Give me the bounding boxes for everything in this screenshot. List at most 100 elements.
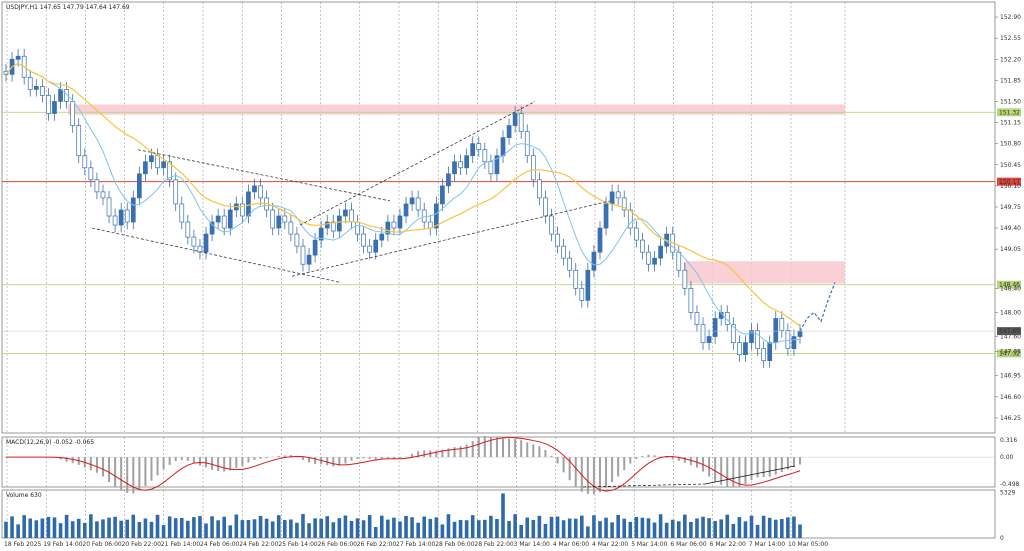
candle-body	[124, 209, 130, 223]
level-price-tag	[997, 177, 1021, 186]
candle-body	[743, 342, 748, 355]
candle-body	[64, 89, 69, 102]
candle-body	[191, 236, 197, 247]
x-tick-label: 10 Mar 05:00	[788, 541, 828, 548]
candle-body	[161, 161, 166, 169]
candle-body	[464, 155, 469, 169]
volume-bar	[52, 517, 57, 538]
volume-bar	[101, 519, 105, 538]
candle-body	[415, 197, 421, 211]
price-panel-frame	[1, 1, 996, 434]
volume-bar	[22, 515, 26, 538]
candle-body	[373, 239, 379, 253]
macd-panel-frame	[1, 436, 996, 488]
volume-bar	[422, 516, 427, 538]
volume-bar	[319, 518, 323, 538]
volume-bar	[701, 516, 705, 538]
price-tick-label: 151.85	[1000, 77, 1021, 84]
volume-bar	[652, 522, 657, 538]
volume-bar	[519, 524, 523, 538]
candle-body	[246, 191, 251, 217]
supply-zone	[684, 261, 845, 284]
candle-body	[397, 215, 403, 229]
x-tick-label: 7 Mar 14:00	[749, 541, 785, 548]
x-tick-label: 20 Feb 06:00	[82, 541, 122, 548]
volume-bar	[398, 521, 402, 538]
volume-bar	[446, 514, 451, 538]
volume-bar	[16, 524, 20, 538]
volume-bar	[331, 522, 336, 538]
level-price-tag	[997, 349, 1021, 358]
candle-body	[70, 101, 76, 126]
volume-bar	[264, 518, 269, 538]
volume-bar	[689, 521, 693, 538]
candle-body	[791, 336, 797, 349]
symbol-header: USDJPY,H1 147.65 147.79 147.64 147.69	[6, 4, 130, 11]
candle-body	[682, 269, 688, 289]
volume-bar	[586, 526, 590, 538]
divergence-line	[582, 483, 706, 488]
volume-bar	[4, 521, 8, 538]
x-tick-label: 4 Mar 06:00	[553, 541, 589, 548]
supply-zone	[68, 104, 845, 115]
candle-body	[240, 203, 245, 217]
volume-bar	[161, 525, 166, 538]
volume-bar	[10, 516, 14, 538]
candle-body	[312, 239, 318, 256]
candle-body	[343, 209, 348, 217]
candle-body	[785, 330, 791, 349]
price-tick-label: 150.80	[1000, 141, 1021, 148]
volume-bar	[301, 514, 305, 538]
candle-body	[27, 76, 33, 90]
x-tick-label: 6 Mar 06:00	[670, 541, 706, 548]
candle-body	[58, 89, 63, 102]
candle-body	[676, 251, 682, 271]
candle-body	[646, 251, 651, 265]
volume-bar	[664, 522, 669, 538]
candle-body	[197, 245, 203, 253]
candle-body	[276, 215, 282, 229]
x-tick-label: 20 Feb 22:00	[122, 541, 162, 548]
candle-body	[15, 55, 21, 60]
price-tick-label: 149.75	[1000, 204, 1021, 211]
x-tick-label: 4 Mar 22:00	[592, 541, 628, 548]
volume-bar	[234, 514, 239, 538]
volume-bar	[622, 518, 627, 538]
volume-bar	[755, 524, 760, 538]
volume-bar	[452, 521, 457, 538]
volume-bar	[216, 520, 220, 538]
candle-body	[112, 215, 118, 226]
candle-body	[494, 155, 500, 175]
candle-body	[652, 257, 657, 265]
x-tick-label: 27 Feb 14:00	[396, 541, 436, 548]
candle-body	[543, 197, 548, 217]
x-tick-label: 26 Feb 22:00	[357, 541, 397, 548]
volume-bar	[192, 517, 196, 538]
price-tick-label: 147.60	[1000, 334, 1021, 341]
candle-body	[476, 143, 482, 151]
x-tick-label: 25 Feb 14:00	[278, 541, 318, 548]
candle-body	[712, 318, 718, 337]
x-tick-label: 24 Feb 22:00	[239, 541, 279, 548]
price-tick-label: 150.10	[1000, 183, 1021, 190]
volume-bar	[289, 519, 293, 538]
volume-bar	[780, 518, 784, 538]
candle-body	[567, 257, 573, 271]
volume-bar	[628, 521, 633, 538]
x-tick-label: 3 Mar 14:00	[514, 541, 550, 548]
volume-bar	[367, 515, 372, 538]
candle-body	[252, 185, 257, 193]
volume-bar	[767, 517, 772, 538]
candle-body	[215, 215, 221, 223]
candle-body	[737, 342, 742, 355]
candle-body	[52, 101, 57, 114]
volume-bar	[604, 517, 608, 538]
candle-body	[603, 203, 609, 229]
candle-body	[440, 185, 445, 205]
volume-bar	[392, 517, 396, 538]
volume-bar	[210, 516, 214, 538]
volume-bar	[658, 514, 663, 538]
price-tick-label: 146.25	[1000, 415, 1021, 422]
